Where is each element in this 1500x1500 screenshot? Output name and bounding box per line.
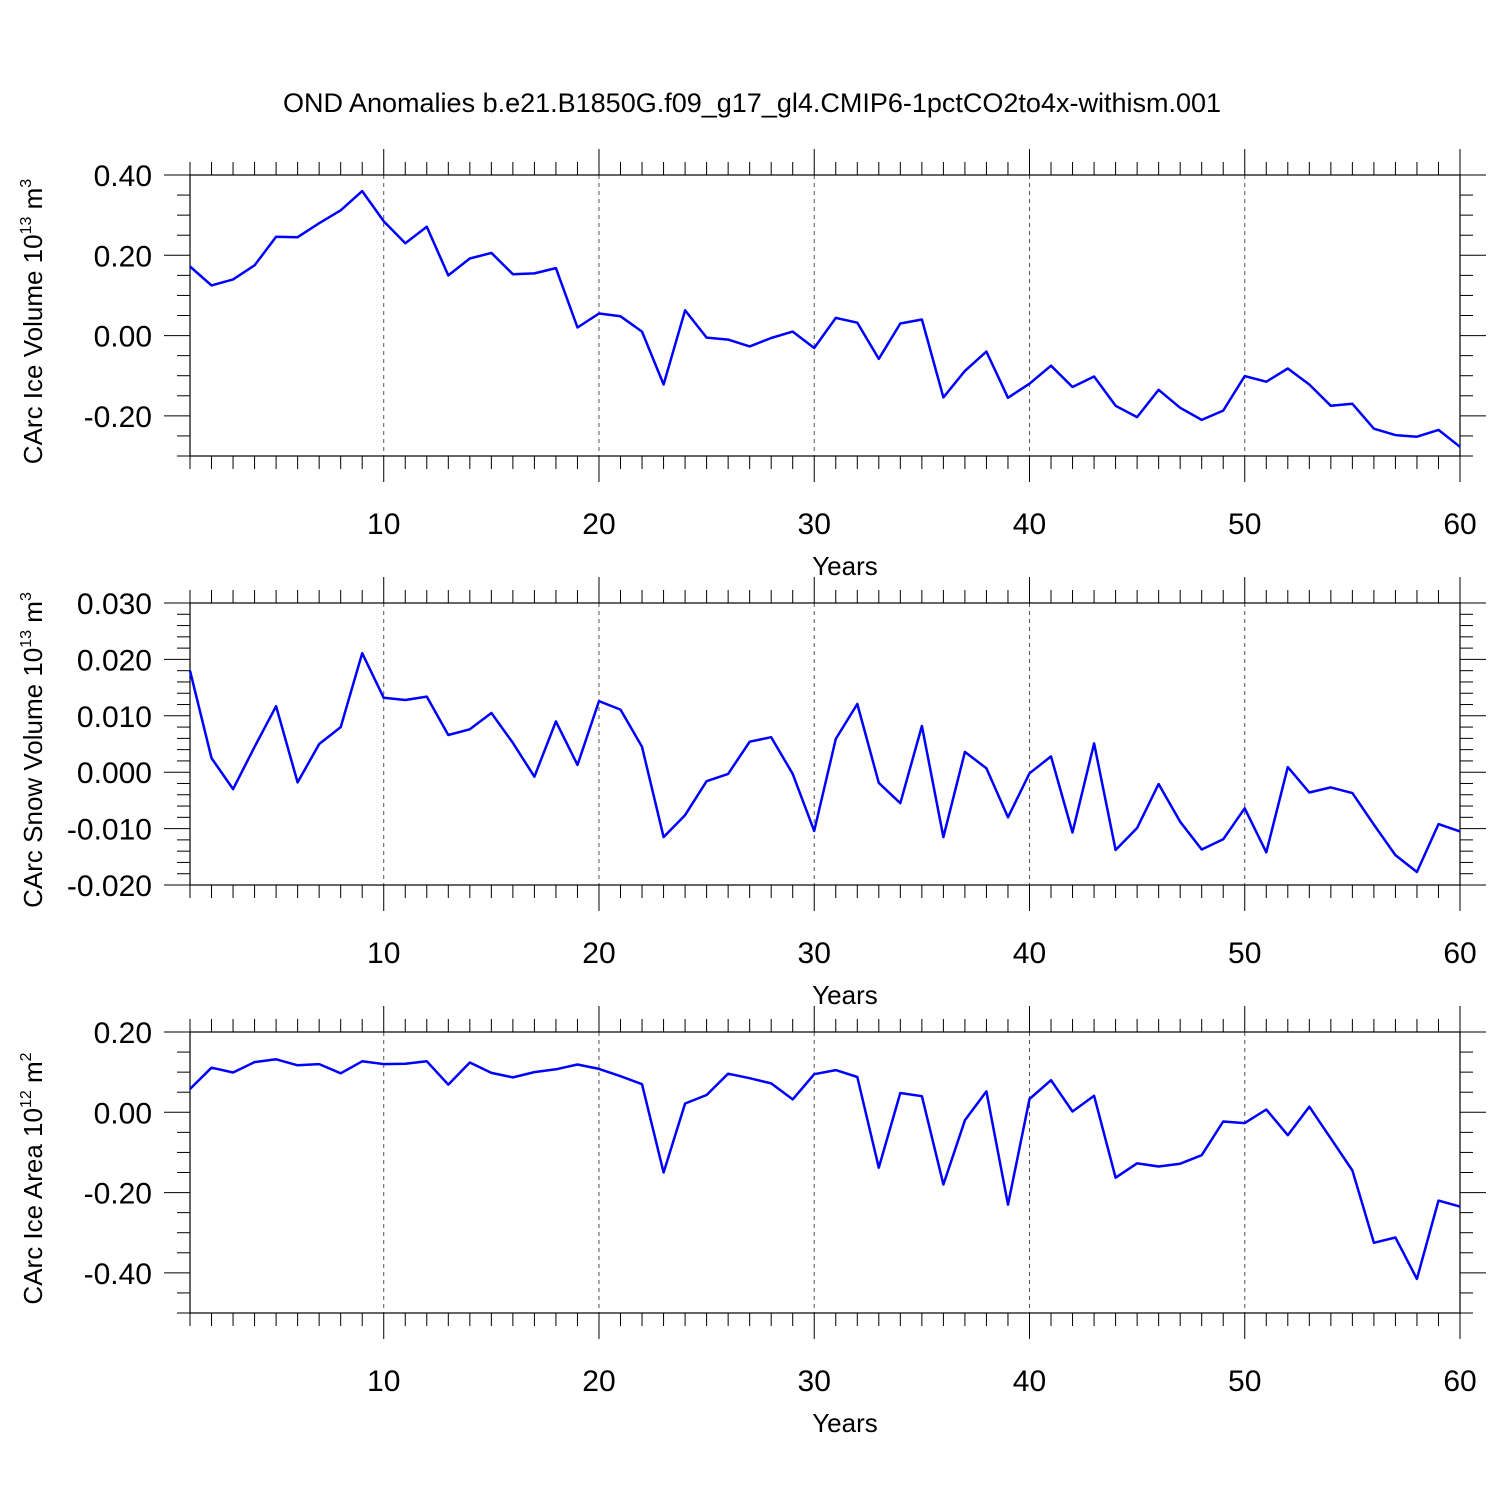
x-tick-label: 30 [798, 508, 831, 541]
x-tick-label: 20 [582, 508, 615, 541]
x-axis-title: Years [812, 551, 878, 581]
x-tick-label: 20 [582, 937, 615, 970]
figure-title: OND Anomalies b.e21.B1850G.f09_g17_gl4.C… [283, 88, 1221, 118]
y-tick-label: 0.020 [77, 644, 152, 677]
plot-frame [189, 174, 1461, 457]
y-tick-label: 0.030 [77, 588, 152, 621]
x-tick-label: 60 [1443, 508, 1476, 541]
x-tick-label: 20 [582, 1365, 615, 1398]
y-tick-label: 0.010 [77, 701, 152, 734]
y-tick-label: -0.020 [67, 870, 152, 903]
plot-frame [189, 602, 1461, 886]
y-axis-title: CArc Ice Area 1012 m2 [18, 1052, 48, 1304]
y-tick-label: -0.20 [84, 1178, 152, 1211]
y-axis-title: CArc Snow Volume 1013 m3 [18, 592, 48, 908]
series-line [188, 651, 1461, 874]
x-tick-label: 50 [1228, 1365, 1261, 1398]
y-tick-label: 0.000 [77, 757, 152, 790]
series-line [189, 1058, 1461, 1281]
y-tick-label: -0.20 [84, 401, 152, 434]
x-tick-label: 10 [367, 508, 400, 541]
x-tick-label: 60 [1443, 1365, 1476, 1398]
plot-frame [189, 1031, 1461, 1314]
panels: -0.20 0.00 0.20 0.40 10 20 30 40 50 60 Years CArc I… [18, 149, 1486, 1438]
y-tick-label: -0.010 [67, 814, 152, 847]
x-tick-label: 10 [367, 937, 400, 970]
y-tick-label: 0.20 [94, 1017, 152, 1050]
x-tick-label: 40 [1013, 937, 1046, 970]
y-tick-label: 0.00 [94, 321, 152, 354]
x-tick-label: 30 [798, 937, 831, 970]
panel-2: -0.020 -0.010 0.000 0.010 0.020 0.030 10 20 30 40… [18, 577, 1486, 1010]
series-line [189, 189, 1461, 448]
x-axis-title: Years [812, 1408, 878, 1438]
x-tick-label: 40 [1013, 1365, 1046, 1398]
y-tick-label: 0.00 [94, 1097, 152, 1130]
x-tick-label: 50 [1228, 508, 1261, 541]
x-tick-label: 60 [1443, 937, 1476, 970]
y-tick-label: 0.40 [94, 160, 152, 193]
x-tick-label: 10 [367, 1365, 400, 1398]
y-axis-title: CArc Ice Volume 1013 m3 [18, 179, 48, 464]
x-tick-label: 40 [1013, 508, 1046, 541]
x-tick-label: 30 [798, 1365, 831, 1398]
y-tick-label: 0.20 [94, 240, 152, 273]
x-tick-label: 50 [1228, 937, 1261, 970]
panel-3: -0.40 -0.20 0.00 0.20 10 20 30 40 50 60 Years CArc … [18, 1006, 1486, 1438]
panel-1: -0.20 0.00 0.20 0.40 10 20 30 40 50 60 Years CArc I… [18, 149, 1486, 581]
y-tick-label: -0.40 [84, 1258, 152, 1291]
x-axis-title: Years [812, 980, 878, 1010]
